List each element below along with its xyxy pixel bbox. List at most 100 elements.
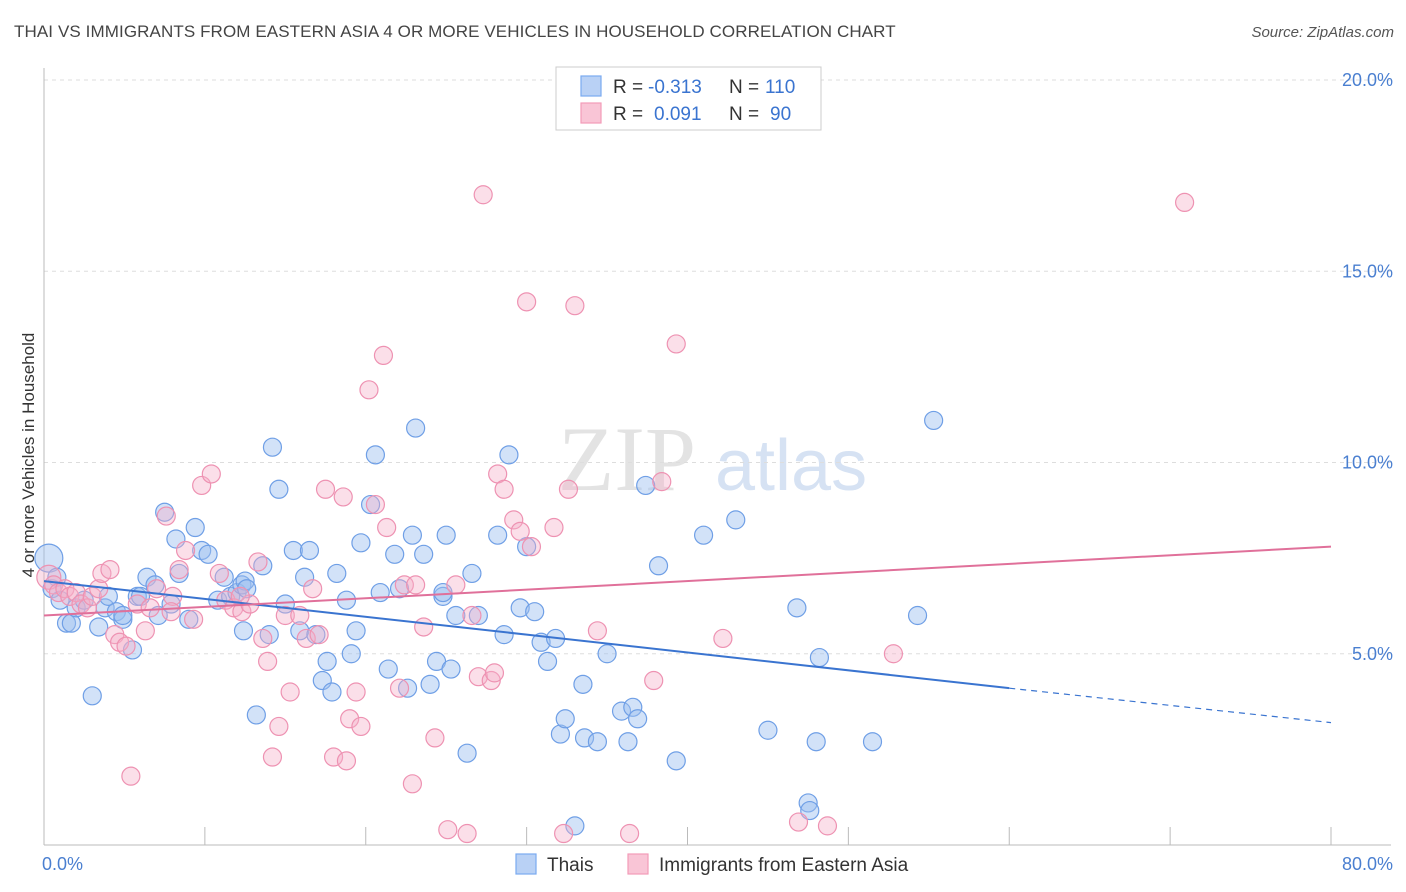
point-thais: [233, 621, 254, 641]
point-immigrants: [666, 334, 686, 354]
point-thais: [809, 647, 830, 668]
point-immigrants: [280, 682, 300, 702]
trend-line-immigrants: [43, 545, 1332, 617]
point-thais: [787, 598, 807, 618]
point-immigrants: [351, 716, 371, 737]
point-thais: [618, 732, 638, 752]
point-immigrants: [315, 479, 336, 499]
point-thais: [806, 732, 826, 752]
chart-title: THAI VS IMMIGRANTS FROM EASTERN ASIA 4 O…: [14, 22, 896, 41]
point-immigrants: [201, 464, 221, 484]
point-immigrants: [644, 670, 664, 691]
point-thais: [525, 602, 545, 622]
legend-bottom-label-thais: Thais: [547, 855, 593, 876]
data-points: [34, 185, 1195, 844]
point-thais: [574, 728, 595, 748]
point-thais: [636, 475, 656, 496]
point-thais: [628, 709, 648, 729]
legend-bottom-swatch-thais: [515, 853, 537, 875]
point-immigrants: [336, 751, 357, 771]
point-thais: [436, 525, 456, 545]
point-thais: [327, 563, 347, 584]
point-immigrants: [521, 537, 542, 557]
point-thais: [414, 544, 434, 564]
point-thais: [198, 544, 218, 564]
point-immigrants: [135, 621, 155, 641]
point-thais: [378, 659, 398, 679]
point-immigrants: [406, 575, 426, 595]
chart-source: Source: ZipAtlas.com: [1251, 24, 1394, 41]
point-immigrants: [377, 517, 397, 538]
point-thais: [565, 816, 585, 836]
trend-lines: [43, 545, 1332, 724]
point-thais: [611, 701, 632, 721]
point-thais: [82, 686, 102, 706]
legend-n-value-1: 110: [765, 77, 795, 98]
point-immigrants: [359, 380, 379, 400]
point-immigrants: [140, 598, 160, 618]
point-immigrants: [394, 575, 414, 595]
point-immigrants: [303, 579, 323, 599]
y-tick-label: 20.0%: [1342, 70, 1393, 90]
point-immigrants: [275, 605, 295, 626]
point-thais: [299, 540, 320, 561]
point-thais: [365, 445, 386, 465]
x-tick-label-max: 80.0%: [1342, 854, 1393, 874]
watermark-atlas: atlas: [715, 426, 867, 506]
point-immigrants: [346, 682, 366, 702]
point-thais: [537, 651, 558, 672]
point-thais: [531, 632, 551, 652]
point-immigrants: [296, 628, 316, 649]
legend-bottom: Thais Immigrants from Eastern Asia: [515, 853, 909, 876]
grid: [44, 79, 1391, 655]
point-immigrants: [116, 636, 136, 656]
point-thais: [420, 674, 440, 694]
y-axis-label: 4 or more Vehicles in Household: [19, 333, 38, 578]
point-thais: [148, 605, 168, 626]
point-immigrants: [414, 617, 434, 637]
point-thais: [800, 800, 820, 821]
point-thais: [907, 605, 928, 626]
point-immigrants: [565, 296, 585, 316]
point-thais: [246, 705, 266, 725]
point-immigrants: [253, 628, 273, 649]
point-immigrants: [100, 559, 120, 580]
legend-bottom-label-immigrants: Immigrants from Eastern Asia: [659, 855, 909, 876]
point-thais: [550, 724, 571, 744]
point-thais: [488, 525, 508, 545]
trend-line-thais-extension: [1009, 687, 1332, 724]
point-thais: [283, 540, 303, 561]
axes: 5.0% 10.0% 15.0% 20.0% 0.0% 80.0%: [42, 68, 1393, 874]
point-immigrants: [504, 510, 524, 530]
point-thais: [441, 659, 461, 679]
legend-r-label-1: R =: [613, 77, 643, 98]
point-thais: [346, 621, 366, 641]
y-tick-label: 15.0%: [1342, 261, 1393, 281]
point-thais: [510, 598, 530, 618]
point-immigrants: [66, 582, 86, 603]
point-immigrants: [425, 728, 445, 748]
point-immigrants: [619, 823, 640, 844]
point-immigrants: [333, 487, 353, 507]
point-thais: [726, 510, 746, 530]
point-immigrants: [558, 479, 579, 499]
point-thais: [573, 674, 593, 694]
point-immigrants: [1175, 192, 1195, 212]
point-thais: [113, 605, 133, 626]
point-immigrants: [184, 609, 204, 629]
y-tick-label: 10.0%: [1342, 453, 1393, 473]
point-thais: [322, 682, 342, 702]
point-thais: [341, 644, 361, 664]
point-thais: [623, 697, 643, 717]
point-immigrants: [402, 774, 423, 794]
legend-top: R = -0.313 N = 110 R = 0.091 N = 90: [555, 66, 822, 131]
point-thais: [693, 525, 714, 545]
point-immigrants: [161, 602, 181, 622]
point-thais: [798, 793, 818, 813]
point-thais: [499, 445, 519, 465]
point-thais: [179, 609, 199, 629]
point-immigrants: [517, 292, 537, 312]
legend-n-label-1: N =: [729, 77, 759, 98]
point-immigrants: [817, 816, 838, 836]
point-thais: [235, 571, 255, 591]
